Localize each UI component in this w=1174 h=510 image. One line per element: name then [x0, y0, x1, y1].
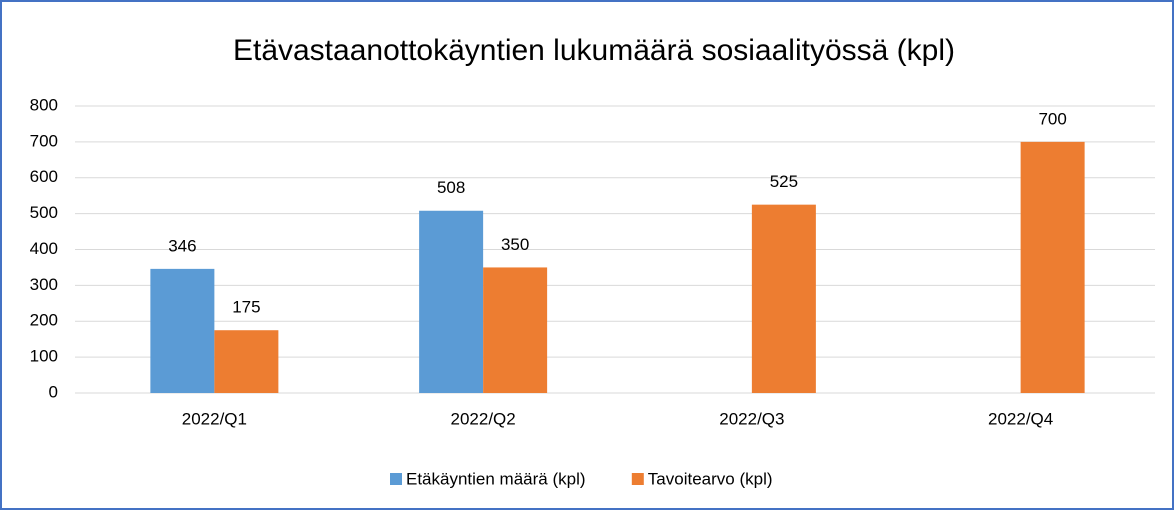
y-tick-label: 0 — [49, 382, 58, 401]
legend-swatch — [631, 473, 644, 485]
data-label: 346 — [168, 236, 196, 255]
x-tick-label: 2022/Q3 — [719, 409, 784, 428]
data-label: 700 — [1038, 109, 1066, 128]
data-label: 525 — [770, 172, 798, 191]
y-tick-label: 700 — [30, 131, 58, 150]
legend-label: Etäkäyntien määrä (kpl) — [406, 469, 586, 488]
y-tick-label: 600 — [30, 167, 58, 186]
legend-swatch — [390, 473, 402, 485]
y-tick-label: 800 — [30, 95, 58, 114]
bar — [214, 330, 279, 393]
data-label: 175 — [232, 298, 260, 317]
data-label: 350 — [501, 235, 529, 254]
bar — [419, 210, 484, 393]
legend-label: Tavoitearvo (kpl) — [648, 469, 773, 488]
y-tick-label: 300 — [30, 275, 58, 294]
y-tick-label: 100 — [30, 347, 58, 366]
bar — [1020, 141, 1085, 393]
x-tick-label: 2022/Q2 — [451, 409, 516, 428]
bar — [150, 268, 215, 393]
x-tick-label: 2022/Q1 — [182, 409, 247, 428]
y-tick-label: 200 — [30, 311, 58, 330]
x-tick-label: 2022/Q4 — [988, 409, 1053, 428]
bar — [483, 267, 548, 393]
chart-title: Etävastaanottokäyntien lukumäärä sosiaal… — [233, 34, 955, 67]
y-tick-label: 500 — [30, 203, 58, 222]
bar — [751, 204, 816, 393]
data-label: 508 — [437, 178, 465, 197]
y-tick-label: 400 — [30, 239, 58, 258]
